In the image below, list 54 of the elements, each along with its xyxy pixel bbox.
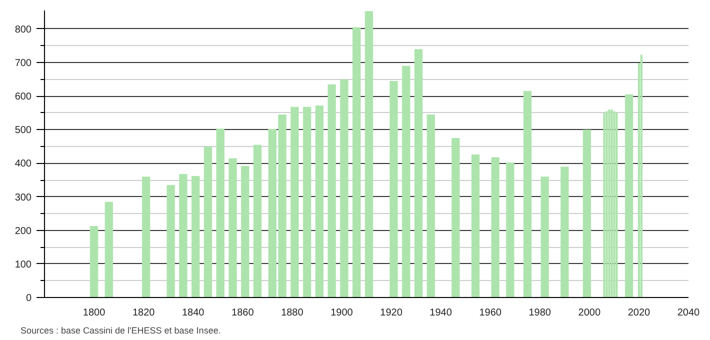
bar [253,144,262,298]
bar [582,130,592,298]
bar [204,146,212,298]
x-tick-label: 1960 [479,308,502,318]
bar [364,11,374,298]
bar [624,94,634,298]
bar [228,158,237,298]
x-tick-label: 2000 [578,308,601,318]
bar [560,166,569,298]
bar [402,66,410,298]
y-tick-label: 600 [14,92,32,103]
x-tick-label: 1840 [182,308,205,318]
x-tick-label: 1980 [528,308,552,318]
bar [179,174,188,298]
bar [471,154,480,298]
y-tick-label: 300 [14,192,32,204]
y-tick-label: 700 [14,58,32,70]
bar [315,105,324,298]
x-tick-label: 1920 [380,308,403,318]
bar [104,202,113,298]
bar [192,176,200,298]
x-tick-label: 2040 [677,308,700,318]
bar [340,79,348,298]
bar [90,226,98,298]
bar [352,27,361,298]
y-tick-label: 400 [14,158,32,170]
bar [452,138,460,298]
bar [491,157,500,298]
bar [302,106,312,298]
bar [241,166,250,298]
x-tick-label: 1900 [330,308,354,318]
bar [540,176,549,298]
bar [166,185,175,298]
x-tick-label: 1820 [132,308,156,318]
bar [390,80,398,298]
x-tick-label: 1880 [281,308,304,318]
bar [426,114,435,298]
bar [506,162,514,298]
bar [216,128,224,298]
y-tick-label: 500 [14,125,32,136]
x-tick-label: 1800 [82,308,106,318]
y-tick-label: 0 [26,293,32,304]
y-tick-label: 200 [14,226,32,237]
bar [142,176,150,298]
x-tick-label: 1940 [430,308,452,318]
x-tick-label: 2020 [628,308,651,318]
bar [328,84,336,298]
source-note: Sources : base Cassini de l'EHESS et base Insee. [20,326,221,336]
bar [523,91,532,298]
y-tick-label: 800 [14,24,32,36]
bar [414,49,423,298]
x-tick-label: 1860 [232,308,254,318]
y-tick-label: 100 [14,259,32,270]
bar [290,106,299,298]
